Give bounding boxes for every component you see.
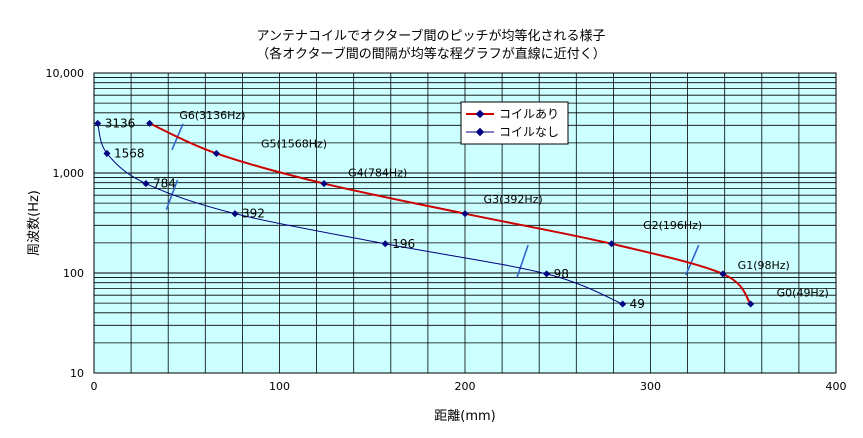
octave-annotations: G6(3136Hz) G5(1568Hz) G4(784Hz) G3(392Hz) G2…: [179, 109, 828, 299]
octave-annotation: G0(49Hz): [777, 287, 829, 300]
x-tick-label: 100: [269, 380, 290, 393]
chart-subtitle: （各オクターブ間の間隔が均等な程グラフが直線に近付く）: [256, 46, 605, 62]
data-point: [103, 149, 111, 158]
octave-boundary-marker: [685, 244, 700, 276]
octave-boundary-marker: [516, 244, 529, 278]
data-point: [212, 149, 220, 158]
data-label: 98: [554, 267, 569, 281]
data-point: [231, 210, 239, 218]
series-markers: [94, 119, 755, 308]
x-tick-label: 200: [455, 380, 476, 393]
data-point: [461, 210, 469, 218]
data-label: 392: [242, 207, 265, 221]
x-axis-label: 距離(mm): [434, 409, 495, 424]
data-point: [142, 180, 150, 188]
data-point: [747, 300, 755, 308]
data-label: 196: [392, 237, 415, 251]
data-label: 3136: [105, 116, 136, 130]
data-point: [94, 119, 102, 127]
data-label: 49: [630, 297, 645, 311]
legend-marker-with-coil: [475, 109, 485, 119]
data-point: [543, 270, 551, 278]
chart-title: アンテナコイルでオクターブ間のピッチが均等化される様子: [257, 28, 606, 44]
octave-annotation: G6(3136Hz): [179, 109, 245, 122]
data-label: 1568: [114, 146, 145, 160]
y-tick-label: 1,000: [53, 167, 85, 180]
octave-annotation: G1(98Hz): [738, 259, 790, 272]
octave-annotation: G4(784Hz): [348, 167, 407, 180]
y-tick-label: 10,000: [46, 67, 85, 80]
legend-label-with-coil: コイルあり: [499, 107, 559, 121]
data-point: [320, 180, 328, 188]
axis-ticks: 0 100 200 300 400 10 100 1,000 10,000: [46, 67, 847, 393]
x-tick-label: 400: [826, 380, 847, 393]
x-tick-label: 0: [91, 380, 98, 393]
data-point: [146, 119, 154, 127]
legend: コイルあり コイルなし: [460, 101, 569, 145]
octave-annotation: G3(392Hz): [484, 193, 543, 206]
data-label: 784: [153, 177, 176, 191]
data-point: [619, 300, 627, 308]
octave-annotation: G5(1568Hz): [261, 137, 327, 150]
data-point: [719, 270, 727, 278]
x-tick-label: 300: [640, 380, 661, 393]
legend-label-without-coil: コイルなし: [499, 125, 559, 139]
y-tick-label: 100: [63, 267, 84, 280]
data-point: [608, 240, 616, 248]
octave-annotation: G2(196Hz): [643, 219, 702, 232]
data-point: [381, 240, 389, 248]
legend-marker-without-coil: [475, 127, 485, 137]
y-axis-label: 周波数(Hz): [27, 190, 42, 256]
y-tick-label: 10: [70, 367, 84, 380]
legend-box: [460, 101, 569, 145]
data-labels: 3136 1568 784 392 196 98 49: [105, 116, 645, 311]
